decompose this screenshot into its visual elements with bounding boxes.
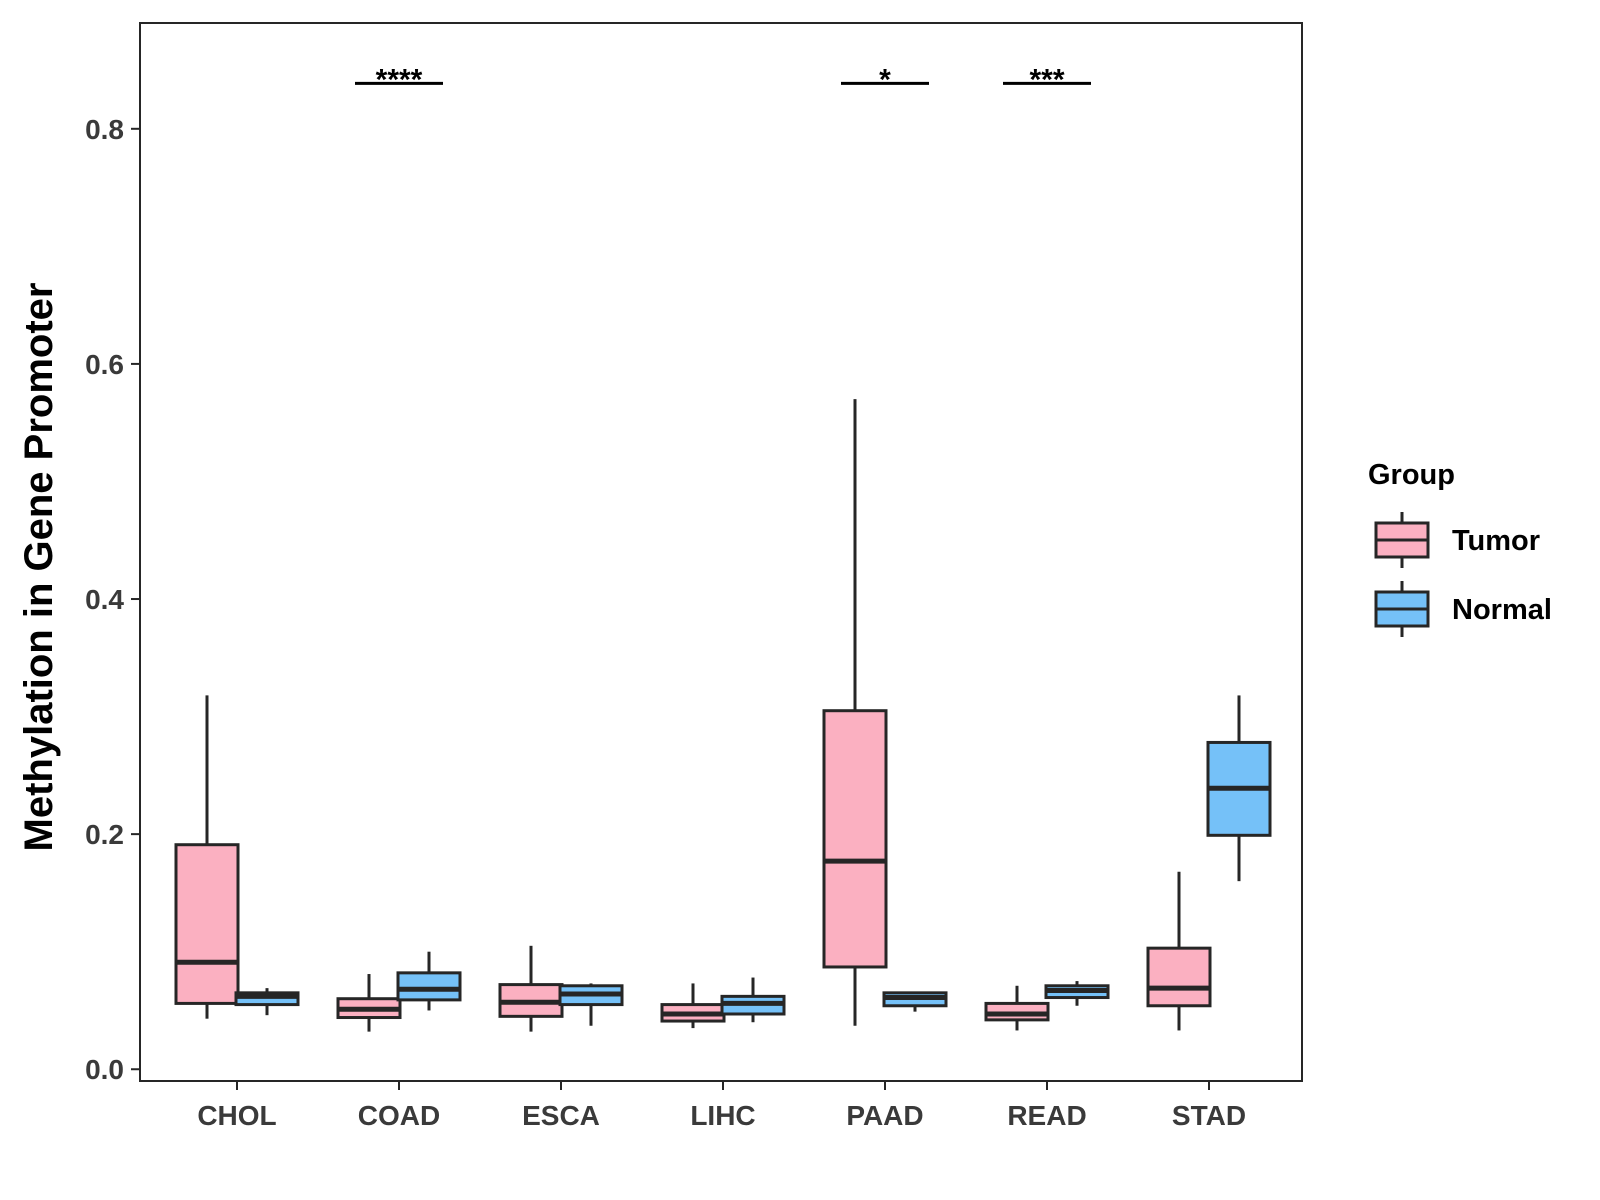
legend-label-normal: Normal: [1452, 594, 1552, 626]
significance-label: *: [879, 63, 891, 96]
plot-area: **** * ***: [174, 63, 1272, 1032]
box-iqr: [174, 843, 240, 1005]
box-tumor-chol: [174, 695, 240, 1019]
x-tick-label-paad: PAAD: [846, 1100, 923, 1131]
x-tick-label-chol: CHOL: [197, 1100, 276, 1131]
significance-label: ***: [1029, 63, 1064, 96]
legend: Group Tumor Normal: [1368, 459, 1552, 637]
box-normal-chol: [234, 988, 300, 1016]
box-tumor-esca: [498, 945, 564, 1032]
box-normal-esca: [558, 983, 624, 1026]
box-tumor-read: [984, 985, 1050, 1031]
box-iqr: [822, 709, 888, 969]
box-iqr: [1146, 946, 1212, 1008]
x-tick-label-read: READ: [1007, 1100, 1086, 1131]
legend-label-tumor: Tumor: [1452, 525, 1540, 557]
x-tick-label-lihc: LIHC: [690, 1100, 755, 1131]
significance-read: ***: [1003, 63, 1091, 96]
box-normal-paad: [882, 991, 948, 1012]
significance-coad: ****: [355, 63, 443, 96]
box-normal-read: [1044, 981, 1110, 1006]
plot-panel-border: [139, 22, 1303, 1082]
box-tumor-coad: [336, 974, 402, 1032]
y-tick-label: 0.2: [85, 819, 124, 850]
x-tick-label-coad: COAD: [358, 1100, 440, 1131]
y-tick-label: 0.8: [85, 114, 124, 145]
x-tick-label-stad: STAD: [1172, 1100, 1246, 1131]
legend-entry-tumor: Tumor: [1374, 512, 1540, 568]
box-tumor-stad: [1146, 871, 1212, 1031]
x-tick-label-esca: ESCA: [522, 1100, 600, 1131]
y-axis-title: Methylation in Gene Promoter: [17, 283, 61, 852]
y-tick-label: 0.4: [85, 584, 124, 615]
box-normal-lihc: [720, 977, 786, 1023]
y-tick-label: 0.0: [85, 1054, 124, 1085]
axes: 0.0 0.2 0.4 0.6 0.8 CHOL COAD ESCA LIHC PAAD READ S…: [85, 22, 1303, 1131]
box-normal-coad: [396, 951, 462, 1011]
legend-title: Group: [1368, 459, 1455, 491]
box-normal-stad: [1206, 695, 1272, 882]
box-iqr: [396, 971, 462, 1002]
significance-label: ****: [376, 63, 423, 96]
box-tumor-paad: [822, 399, 888, 1026]
y-tick-label: 0.6: [85, 349, 124, 380]
significance-paad: *: [841, 63, 929, 96]
legend-entry-normal: Normal: [1374, 581, 1552, 637]
